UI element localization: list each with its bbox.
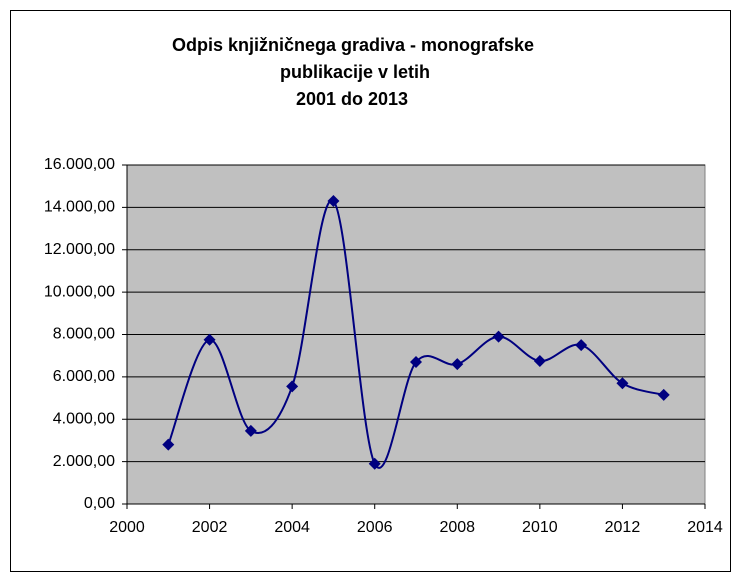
x-tick-label: 2014: [687, 519, 723, 536]
marker: [451, 358, 464, 371]
y-tick-label: 0,00: [84, 495, 115, 512]
marker: [575, 339, 588, 352]
x-tick-label: 2002: [192, 519, 228, 536]
marker: [327, 195, 340, 208]
y-tick-label: 4.000,00: [53, 410, 115, 427]
chart-title: 2001 do 2013: [296, 89, 408, 109]
y-tick-label: 8.000,00: [53, 326, 115, 343]
x-tick-label: 2004: [274, 519, 310, 536]
marker: [492, 330, 505, 343]
y-tick-label: 6.000,00: [53, 368, 115, 385]
marker: [162, 438, 175, 451]
y-tick-label: 14.000,00: [44, 199, 115, 216]
x-tick-label: 2012: [605, 519, 641, 536]
marker: [203, 333, 216, 346]
chart-title: publikacije v letih: [280, 62, 430, 82]
marker: [657, 388, 670, 401]
x-tick-label: 2000: [109, 519, 145, 536]
y-tick-label: 16.000,00: [44, 156, 115, 173]
x-tick-label: 2010: [522, 519, 558, 536]
marker: [533, 354, 546, 367]
chart-title: Odpis knjižničnega gradiva - monografske: [172, 35, 534, 55]
marker: [368, 457, 381, 470]
y-tick-label: 12.000,00: [44, 241, 115, 258]
marker: [410, 356, 422, 369]
y-tick-label: 10.000,00: [44, 283, 115, 300]
marker: [286, 380, 299, 393]
marker: [244, 424, 257, 437]
x-tick-label: 2008: [439, 519, 475, 536]
x-tick-label: 2006: [357, 519, 393, 536]
y-tick-label: 2.000,00: [53, 453, 115, 470]
marker: [616, 377, 629, 390]
